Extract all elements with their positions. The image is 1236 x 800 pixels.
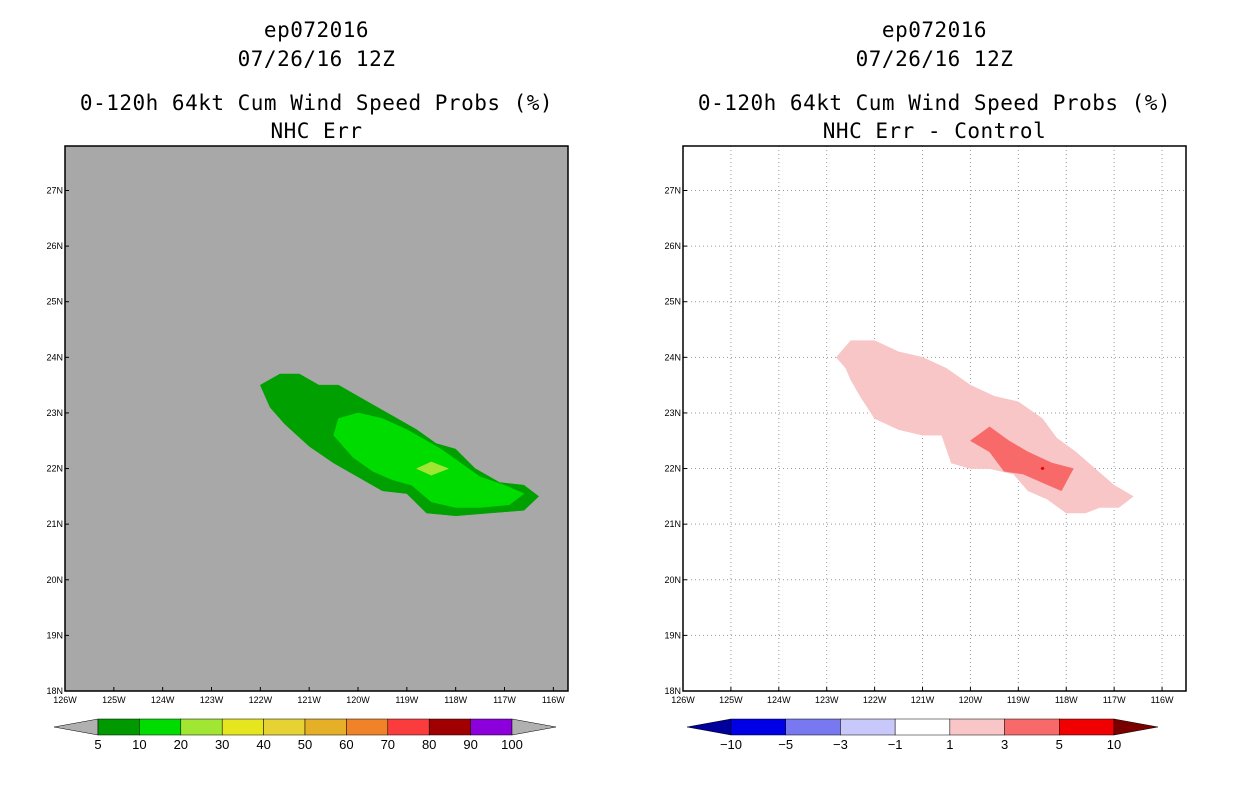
- right-colorbar-swatch: [894, 718, 951, 736]
- right-y-tick-label: 21N: [664, 519, 681, 529]
- right-x-tick-label: 120W: [959, 695, 983, 705]
- left-colorbar-extend-over: [511, 718, 557, 736]
- left-x-tick-label: 126W: [53, 695, 77, 705]
- left-colorbar-label: 90: [463, 737, 477, 752]
- left-x-tick-label: 120W: [346, 695, 370, 705]
- right-colorbar-swatch: [730, 718, 786, 736]
- right-map-frame: [682, 145, 1187, 692]
- right-title-subtitle: NHC Err - Control: [822, 119, 1047, 143]
- right-colorbar-swatch: [840, 718, 896, 736]
- left-colorbar-label: 50: [298, 737, 312, 752]
- left-x-tick-label: 117W: [493, 695, 516, 705]
- right-colorbar-label: 10: [1107, 737, 1121, 752]
- right-y-tick-label: 19N: [664, 630, 681, 640]
- right-colorbar-label: −3: [833, 737, 848, 752]
- right-colorbar-label: −5: [778, 737, 793, 752]
- left-colorbar-label: 10: [132, 737, 146, 752]
- left-title-storm: ep072016: [263, 18, 370, 42]
- right-colorbar-swatch: [1059, 718, 1115, 736]
- right-y-tick-label: 27N: [664, 185, 681, 195]
- right-contour-5: [1040, 466, 1045, 470]
- left-y-tick-label: 26N: [46, 241, 63, 251]
- right-x-tick-label: 123W: [815, 695, 839, 705]
- right-x-tick-label: 126W: [671, 695, 695, 705]
- left-colorbar-label: 40: [256, 737, 270, 752]
- right-y-tick-label: 20N: [664, 575, 681, 585]
- right-colorbar-label: 3: [1001, 737, 1008, 752]
- right-y-tick-label: 22N: [664, 464, 681, 474]
- right-x-tick-label: 122W: [863, 695, 887, 705]
- right-y-tick-label: 23N: [664, 408, 681, 418]
- left-map-frame: [64, 145, 569, 692]
- right-colorbar-label: −10: [720, 737, 742, 752]
- right-x-tick-label: 119W: [1007, 695, 1030, 705]
- right-colorbar-extend-over: [1113, 718, 1159, 736]
- right-colorbar-label: 1: [946, 737, 953, 752]
- left-y-tick-label: 25N: [46, 297, 63, 307]
- left-colorbar-label: 5: [94, 737, 101, 752]
- right-x-tick-label: 118W: [1055, 695, 1078, 705]
- right-colorbar-swatch: [949, 718, 1005, 736]
- left-x-tick-label: 125W: [102, 695, 126, 705]
- right-title-date: 07/26/16 12Z: [855, 47, 1014, 71]
- left-title-product: 0-120h 64kt Cum Wind Speed Probs (%): [79, 91, 554, 115]
- left-title-subtitle: NHC Err: [270, 119, 363, 143]
- right-colorbar-label: 5: [1056, 737, 1063, 752]
- left-x-tick-label: 124W: [151, 695, 175, 705]
- right-contour-3: [969, 426, 1074, 492]
- left-y-tick-label: 22N: [46, 464, 63, 474]
- right-y-tick-label: 18N: [664, 686, 681, 696]
- right-y-tick-label: 26N: [664, 241, 681, 251]
- right-x-tick-label: 124W: [767, 695, 791, 705]
- left-y-tick-label: 27N: [46, 185, 63, 195]
- left-colorbar-label: 30: [215, 737, 229, 752]
- right-x-tick-label: 116W: [1151, 695, 1174, 705]
- left-colorbar-label: 100: [501, 737, 523, 752]
- right-title-storm: ep072016: [881, 18, 988, 42]
- right-title-product: 0-120h 64kt Cum Wind Speed Probs (%): [697, 91, 1172, 115]
- right-x-tick-label: 125W: [719, 695, 743, 705]
- right-colorbar-extend-under: [686, 718, 732, 736]
- right-colorbar-swatch: [1004, 718, 1060, 736]
- left-contour-10: [333, 412, 525, 508]
- left-title-date: 07/26/16 12Z: [237, 47, 396, 71]
- left-y-tick-label: 21N: [46, 519, 63, 529]
- right-colorbar-swatch: [785, 718, 841, 736]
- left-y-tick-label: 19N: [46, 630, 63, 640]
- right-x-tick-label: 117W: [1103, 695, 1126, 705]
- left-x-tick-label: 118W: [444, 695, 467, 705]
- left-colorbar-label: 20: [174, 737, 188, 752]
- left-contour-20: [415, 461, 450, 476]
- left-x-tick-label: 119W: [395, 695, 418, 705]
- left-x-tick-label: 122W: [249, 695, 273, 705]
- left-x-tick-label: 116W: [542, 695, 565, 705]
- left-y-tick-label: 23N: [46, 408, 63, 418]
- right-y-tick-label: 24N: [664, 352, 681, 362]
- left-colorbar-label: 80: [422, 737, 436, 752]
- right-y-tick-label: 25N: [664, 297, 681, 307]
- right-x-tick-label: 121W: [911, 695, 935, 705]
- right-colorbar-label: −1: [888, 737, 903, 752]
- left-x-tick-label: 121W: [297, 695, 321, 705]
- left-x-tick-label: 123W: [200, 695, 224, 705]
- left-y-tick-label: 20N: [46, 575, 63, 585]
- left-y-tick-label: 18N: [46, 686, 63, 696]
- left-colorbar-label: 70: [381, 737, 395, 752]
- left-y-tick-label: 24N: [46, 352, 63, 362]
- left-colorbar-label: 60: [339, 737, 353, 752]
